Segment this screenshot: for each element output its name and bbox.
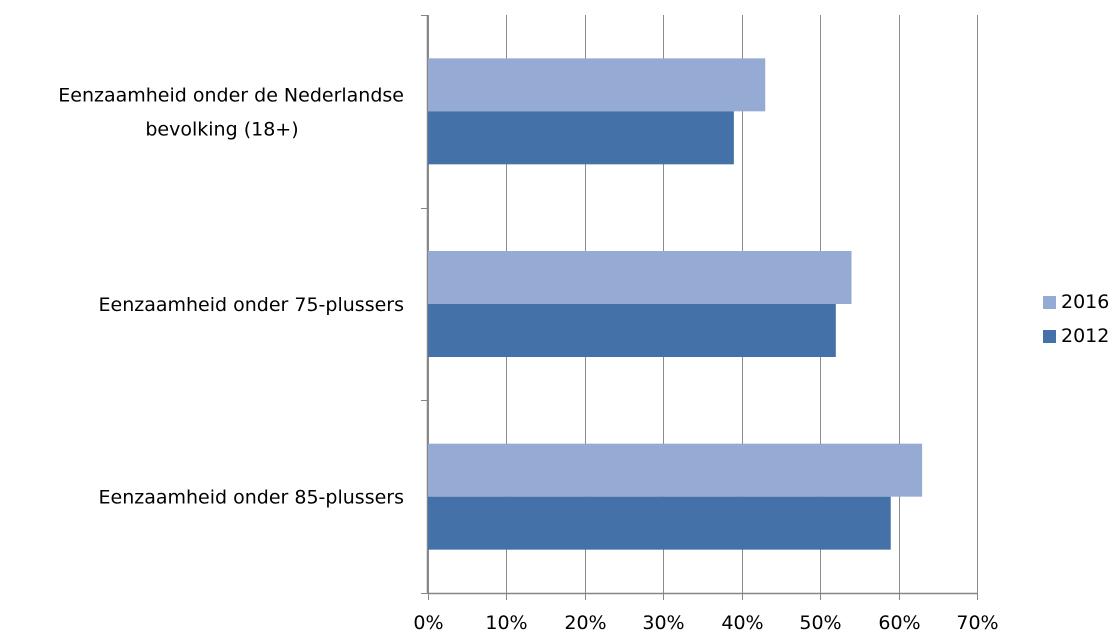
legend-swatch-2016 xyxy=(1043,295,1056,309)
legend-swatch-2012 xyxy=(1043,329,1056,343)
legend-item-2016: 2016 xyxy=(1043,285,1120,319)
bar-2012-cat-2 xyxy=(428,496,891,550)
bar-2012-cat-1 xyxy=(428,304,836,357)
x-tick-label-7: 70% xyxy=(956,612,998,634)
bar-2016-cat-1 xyxy=(428,251,852,304)
bar-2016-cat-0 xyxy=(428,58,766,112)
x-tick-label-4: 40% xyxy=(721,612,763,634)
category-label-0-line-0: Eenzaamheid onder de Nederlandse xyxy=(58,84,404,106)
x-tick-label-2: 20% xyxy=(564,612,606,634)
bar-2012-cat-0 xyxy=(428,111,734,165)
category-label-1: Eenzaamheid onder 75-plussers xyxy=(99,294,405,316)
x-tick-label-0: 0% xyxy=(413,612,443,634)
category-label-2: Eenzaamheid onder 85-plussers xyxy=(99,487,405,509)
chart-legend: 2016 2012 xyxy=(1043,285,1120,353)
x-tick-label-3: 30% xyxy=(642,612,684,634)
legend-item-2012: 2012 xyxy=(1043,319,1120,353)
category-label-0-line-1: bevolking (18+) xyxy=(145,118,298,140)
x-tick-label-6: 60% xyxy=(878,612,920,634)
legend-label-2016: 2016 xyxy=(1061,291,1110,313)
bar-2016-cat-2 xyxy=(428,443,923,497)
x-tick-label-1: 10% xyxy=(485,612,527,634)
x-tick-label-5: 50% xyxy=(799,612,841,634)
legend-label-2012: 2012 xyxy=(1061,325,1110,347)
